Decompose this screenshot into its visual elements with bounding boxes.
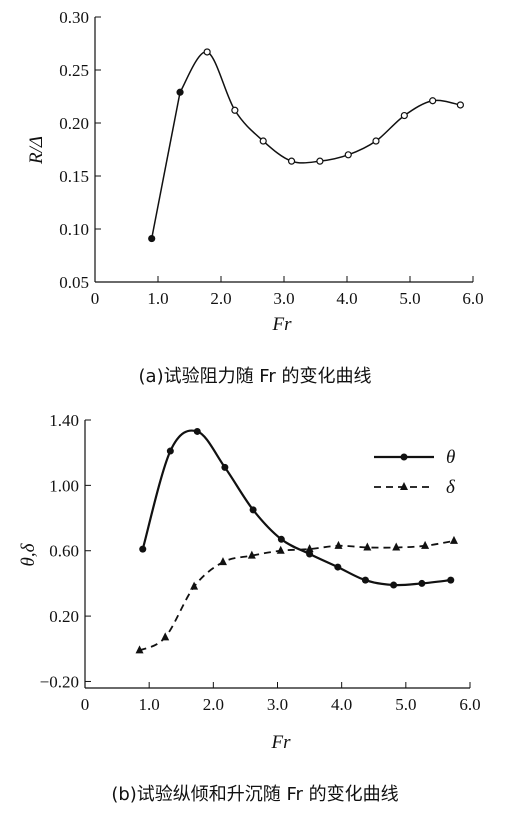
chart-a-y-tick-label: 0.15 [59,167,89,186]
delta-data-point [392,542,401,551]
chart-a-data-point [344,151,352,159]
chart-b-y-ticks: 1.40 1.00 0.60 0.20 −0.20 [40,411,91,691]
chart-a-caption: (a)试验阻力随 Fr 的变化曲线 [139,366,372,387]
chart-a-data-point [176,88,184,96]
chart-a-series-line [179,51,461,164]
chart-a-xlabel: Fr [272,314,293,335]
chart-a-y-tick-label: 0.10 [59,220,89,239]
chart-b-plot-area [135,427,458,654]
chart-a-x-tick-label: 2.0 [210,289,231,308]
theta-data-point [306,550,314,558]
chart-a-x-tick-label: 4.0 [336,289,357,308]
theta-data-point [418,579,426,587]
chart-a-series-line-start [150,92,181,239]
chart-a-data-point [203,48,211,56]
legend-delta-label: δ [446,477,456,498]
chart-a-x-tick-label: 6.0 [462,289,483,308]
chart-b-y-tick-label: 1.40 [49,411,79,430]
theta-data-point [361,576,369,584]
chart-a-resistance: 0 1.0 2.0 3.0 4.0 5.0 6.0 0.05 0.10 0.15 0.20 0.25… [26,8,484,387]
chart-b-x-ticks: 0 1.0 2.0 3.0 4.0 5.0 6.0 [81,682,481,714]
chart-a-x-tick-label: 0 [91,289,100,308]
chart-b-x-tick-label: 5.0 [395,695,416,714]
delta-data-point [161,632,170,641]
chart-a-data-point [287,157,296,165]
chart-b-x-tick-label: 6.0 [459,695,480,714]
legend-delta-marker [400,482,408,490]
delta-data-point [247,550,256,559]
chart-b-legend: θ δ [374,447,456,498]
chart-a-data-point [456,101,464,109]
chart-a-x-tick-label: 1.0 [147,289,168,308]
chart-a-x-tick-label: 5.0 [399,289,420,308]
chart-a-y-ticks: 0.05 0.10 0.15 0.20 0.25 0.30 [59,8,101,292]
legend-theta-marker [400,453,408,461]
chart-a-x-tick-label: 3.0 [273,289,294,308]
chart-b-y-tick-label: 0.60 [49,542,79,561]
delta-data-point [276,545,285,554]
chart-a-data-point [148,234,156,243]
theta-data-point [334,563,342,571]
delta-data-point [218,557,227,566]
chart-a-data-point [400,111,408,120]
chart-a-ylabel: R/Δ [26,136,47,165]
delta-data-point [334,540,343,549]
chart-a-y-tick-label: 0.30 [59,8,89,27]
chart-a-plot-area [148,48,464,243]
legend-theta-label: θ [446,447,455,468]
chart-b-x-tick-label: 1.0 [139,695,160,714]
chart-a-y-tick-label: 0.20 [59,114,89,133]
delta-data-point [190,581,199,590]
theta-data-point [447,576,455,584]
delta-data-point [135,645,144,654]
chart-b-y-tick-label: 1.00 [49,476,79,495]
chart-b-y-tick-label: 0.20 [49,607,79,626]
delta-data-point [449,535,458,544]
chart-b-trim-heave: 0 1.0 2.0 3.0 4.0 5.0 6.0 1.40 1.00 0.60 0.20 −0.2… [18,411,481,805]
chart-a-y-tick-label: 0.05 [59,273,89,292]
chart-a-x-ticks: 0 1.0 2.0 3.0 4.0 5.0 6.0 [91,276,484,308]
theta-data-point [139,545,147,553]
chart-b-xlabel: Fr [271,732,292,753]
theta-data-point [249,506,257,514]
chart-a-data-point [372,137,380,145]
theta-data-point [166,447,174,455]
chart-b-x-tick-label: 4.0 [331,695,352,714]
chart-a-data-point [429,97,437,105]
chart-a-data-point [259,137,267,145]
theta-data-point [390,581,398,589]
chart-b-x-tick-label: 2.0 [203,695,224,714]
theta-data-point [277,535,285,543]
delta-series-line [139,540,455,652]
chart-a-y-tick-label: 0.25 [59,61,89,80]
theta-data-point [221,463,229,471]
delta-data-point [363,542,372,551]
theta-data-point [193,427,201,435]
delta-data-point [421,540,430,549]
chart-b-y-tick-label: −0.20 [40,672,79,691]
delta-data-point [305,544,314,553]
chart-b-x-tick-label: 0 [81,695,90,714]
chart-b-x-tick-label: 3.0 [267,695,288,714]
chart-a-data-point [316,157,324,165]
chart-a-data-point [231,106,239,114]
chart-b-ylabel: θ,δ [18,542,39,566]
chart-b-caption: (b)试验纵倾和升沉随 Fr 的变化曲线 [111,784,398,805]
